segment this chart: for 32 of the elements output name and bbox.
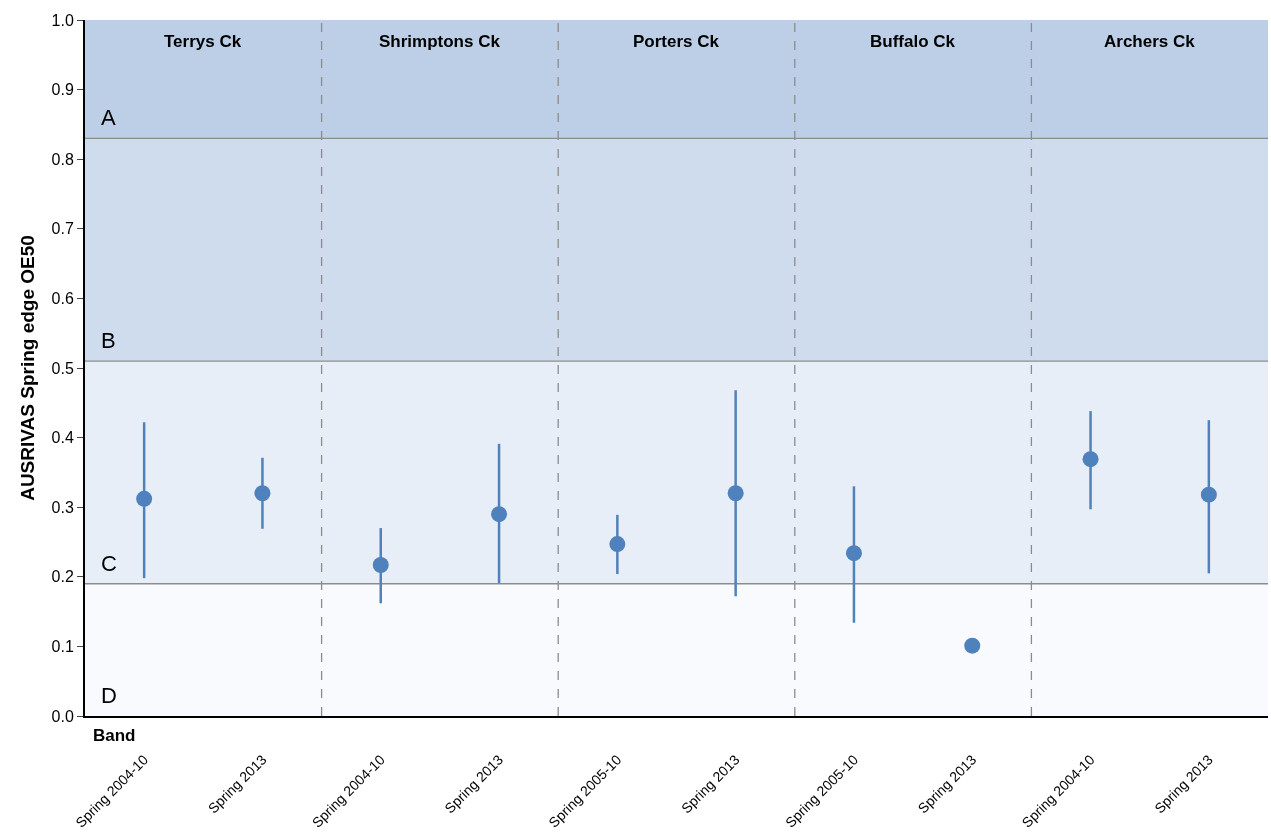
point (372, 556, 389, 573)
point (845, 545, 862, 562)
annotation: Terrys Ck (164, 32, 242, 51)
x-axis-title: Band (93, 726, 136, 745)
annotation: Shrimptons Ck (379, 32, 501, 51)
point (964, 637, 981, 654)
y-tick-label: 1.0 (51, 11, 74, 29)
y-tick-label: 0.5 (51, 359, 74, 377)
y-tick-label: 0.9 (51, 81, 74, 99)
point (1082, 451, 1099, 468)
annotation: Porters Ck (633, 32, 720, 51)
y-tick-label: 0.3 (51, 498, 74, 516)
annotation: Buffalo Ck (870, 32, 956, 51)
point (609, 536, 626, 553)
point (727, 485, 744, 502)
y-tick-label: 0.8 (51, 150, 74, 168)
annotation: Archers Ck (1104, 32, 1196, 51)
y-tick-label: 0.2 (51, 568, 74, 586)
point (1200, 486, 1217, 503)
y-tick-label: 0.1 (51, 638, 74, 655)
band-label: D (101, 683, 117, 708)
point (254, 485, 271, 502)
point (136, 490, 153, 507)
y-tick-label: 0.7 (51, 220, 74, 238)
band-label: A (101, 105, 116, 130)
band-label: C (101, 551, 117, 576)
y-tick-label: 0.4 (51, 429, 74, 447)
point (491, 506, 508, 523)
band-label: B (101, 328, 116, 353)
y-axis-title: AUSRIVAS Spring edge OE50 (16, 235, 38, 501)
y-tick-label: 0.6 (51, 290, 74, 307)
y-tick-label: 0.0 (51, 707, 74, 725)
